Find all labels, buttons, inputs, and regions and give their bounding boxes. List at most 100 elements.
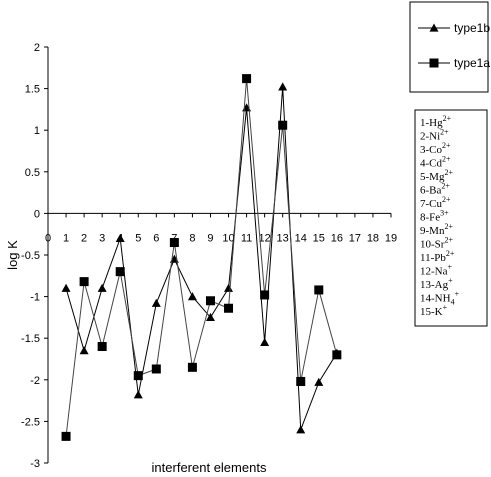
- ion-legend-item: 10-Sr2+: [420, 236, 453, 251]
- x-tick-label: 1: [63, 232, 69, 244]
- ion-label: 9-Mn: [420, 225, 445, 237]
- data-point-type1a: [242, 74, 252, 84]
- ion-label: 3-Co: [420, 144, 443, 156]
- x-tick-label: 8: [189, 232, 195, 244]
- ion-charge: 2+: [444, 168, 453, 177]
- data-point-type1b: [224, 283, 234, 292]
- ion-legend-item: 2-Ni2+: [420, 128, 449, 143]
- ion-charge: 2+: [446, 249, 455, 258]
- y-tick-label: -0.5: [21, 250, 40, 262]
- ion-legend-item: 15-K+: [420, 303, 448, 318]
- data-point-type1b: [133, 390, 143, 399]
- data-point-type1b: [260, 337, 270, 346]
- data-point-type1a: [151, 364, 161, 374]
- y-tick-label: 1: [34, 125, 40, 137]
- ion-subscript: 4: [451, 298, 455, 307]
- ion-label: 4-Cd: [420, 158, 443, 170]
- x-tick-label: 19: [385, 232, 397, 244]
- ion-charge: 2+: [440, 128, 449, 137]
- x-tick-label: 9: [207, 232, 213, 244]
- data-point-type1b: [187, 292, 197, 301]
- ion-label: 6-Ba: [420, 185, 442, 197]
- ion-label: 8-Fe: [420, 212, 440, 224]
- series-line-type1b: [65, 86, 338, 430]
- y-tick-label: -3: [30, 458, 40, 470]
- data-point-type1a: [296, 376, 306, 386]
- y-tick-label: -2.5: [21, 416, 40, 428]
- y-tick-label: 0.5: [25, 167, 40, 179]
- data-point-type1b: [205, 312, 215, 321]
- y-tick-label: -2: [30, 375, 40, 387]
- series-line-type1a: [65, 78, 338, 437]
- ion-label: 5-Mg: [420, 171, 445, 183]
- ion-label: 1-Hg: [420, 117, 443, 129]
- ion-legend-item: 1-Hg2+: [420, 114, 452, 129]
- ion-charge: 2+: [442, 195, 451, 204]
- x-tick-label: 5: [135, 232, 141, 244]
- y-tick-label: 2: [34, 42, 40, 54]
- x-tick-label: 11: [241, 232, 252, 244]
- ion-label: 13-Ag: [420, 279, 449, 291]
- ion-legend-item: 5-Mg2+: [420, 168, 453, 183]
- x-tick-label: 3: [99, 232, 105, 244]
- data-point-type1a: [260, 290, 270, 300]
- x-tick-label: 12: [259, 232, 271, 244]
- data-point-type1b: [97, 283, 107, 292]
- x-tick-label: 10: [222, 232, 234, 244]
- ion-legend-item: 8-Fe3+: [420, 209, 449, 224]
- ion-legend-item: 11-Pb2+: [420, 249, 455, 264]
- ion-charge: +: [448, 263, 453, 272]
- data-point-type1a: [205, 296, 215, 306]
- ion-charge: 2+: [444, 222, 453, 231]
- ion-legend-item: 7-Cu2+: [420, 195, 451, 210]
- ion-label: 15-K: [420, 306, 443, 318]
- ion-legend-box: [414, 109, 488, 327]
- ion-charge: +: [455, 290, 460, 299]
- x-tick-label: 13: [277, 232, 289, 244]
- ion-label: 7-Cu: [420, 198, 443, 210]
- data-point-type1b: [242, 103, 252, 112]
- series-layer: [61, 74, 342, 441]
- ion-charge: 2+: [441, 182, 450, 191]
- ion-legend-item: 12-Na+: [420, 263, 453, 278]
- data-point-type1a: [332, 350, 342, 360]
- ion-legend-item: 14-NH4+: [420, 290, 460, 307]
- data-point-type1b: [296, 425, 306, 434]
- data-point-type1a: [224, 303, 234, 313]
- data-point-type1a: [169, 238, 179, 248]
- data-point-type1a: [79, 277, 89, 287]
- data-point-type1a: [115, 267, 125, 277]
- x-tick-label: 17: [349, 232, 361, 244]
- ion-charge: 2+: [442, 155, 451, 164]
- y-tick-label: -1: [30, 292, 40, 304]
- data-point-type1b: [314, 377, 324, 386]
- ion-charge: 2+: [442, 141, 451, 150]
- data-point-type1a: [278, 120, 288, 130]
- data-point-type1b: [61, 283, 71, 292]
- data-point-type1b: [115, 233, 125, 242]
- x-tick-label: 15: [313, 232, 325, 244]
- ion-legend-item: 6-Ba2+: [420, 182, 450, 197]
- series-legend-box: [409, 1, 489, 93]
- data-point-type1a: [133, 371, 143, 381]
- series-legend: type1b type1a: [409, 1, 490, 93]
- ion-label: 14-NH: [420, 293, 451, 305]
- x-tick-label: 14: [295, 232, 307, 244]
- ion-charge: +: [448, 276, 453, 285]
- x-tick-label: 2: [81, 232, 87, 244]
- ion-charge: 2+: [443, 114, 452, 123]
- legend-marker-type1a: [429, 58, 439, 68]
- x-tick-label: 16: [331, 232, 343, 244]
- y-tick-label: -1.5: [21, 333, 40, 345]
- ion-charge: +: [443, 303, 448, 312]
- x-tick-label: 6: [153, 232, 159, 244]
- ion-legend-item: 4-Cd2+: [420, 155, 451, 170]
- ion-label: 2-Ni: [420, 131, 440, 143]
- x-tick-label: 0: [45, 232, 51, 244]
- ion-legend: 1-Hg2+2-Ni2+3-Co2+4-Cd2+5-Mg2+6-Ba2+7-Cu…: [414, 109, 488, 327]
- ion-label: 12-Na: [420, 266, 448, 278]
- data-point-type1a: [314, 285, 324, 295]
- x-axis-title: interferent elements: [152, 460, 267, 475]
- ion-label: 10-Sr: [420, 239, 445, 251]
